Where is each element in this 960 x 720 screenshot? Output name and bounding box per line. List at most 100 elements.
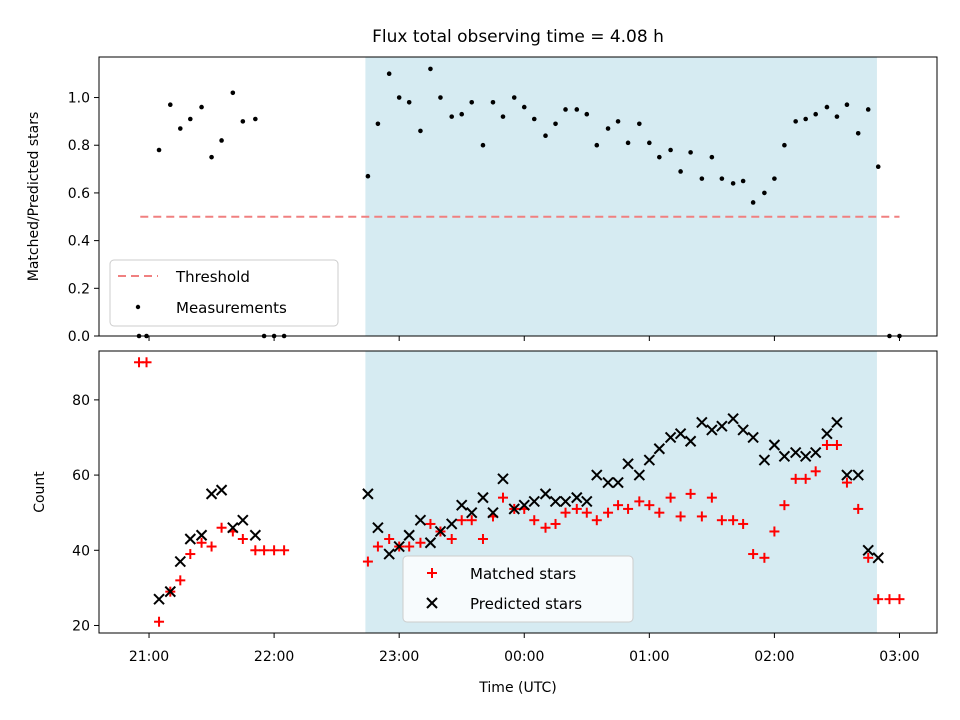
measurement-point <box>240 119 246 124</box>
predicted-star-point <box>456 499 468 511</box>
predicted-star-point <box>643 454 656 466</box>
measurement-point <box>253 116 258 122</box>
y-tick-label: 40 <box>72 543 90 559</box>
predicted-star-point <box>362 488 374 500</box>
count-x-ticks: 21:00 22:00 23:00 00:00 01:00 02:00 03:00 <box>129 633 920 665</box>
measurement-point <box>490 100 496 105</box>
matched-star-point <box>259 545 270 556</box>
measurement-point <box>167 102 173 107</box>
measurement-point <box>574 107 580 112</box>
predicted-star-point <box>778 450 791 462</box>
predicted-star-point <box>622 458 634 470</box>
predicted-star-point <box>393 540 405 553</box>
measurement-point <box>855 131 861 136</box>
predicted-star-point <box>612 476 624 489</box>
x-tick-label: 02:00 <box>754 649 794 665</box>
predicted-star-point <box>633 469 646 481</box>
ratio-legend-box <box>109 259 339 327</box>
matched-star-point <box>141 357 152 368</box>
matched-star-point <box>675 511 686 522</box>
matched-star-point <box>821 440 832 450</box>
matched-star-point <box>706 492 717 503</box>
matched-star-point <box>654 507 665 518</box>
predicted-star-point <box>862 544 874 556</box>
matched-star-point <box>456 515 467 526</box>
measurement-point <box>428 66 433 72</box>
predicted-star-point <box>237 514 249 526</box>
measurement-point <box>637 121 642 127</box>
count-legend: Matched stars Predicted stars <box>402 555 634 623</box>
matched-star-point <box>497 492 508 503</box>
predicted-star-point <box>789 446 802 459</box>
predicted-star-point <box>446 518 458 530</box>
count-y-ticks: 20 40 60 80 <box>72 393 99 634</box>
predicted-stars-points <box>153 412 884 605</box>
predicted-star-point <box>497 473 509 485</box>
matched-star-point <box>728 515 739 526</box>
ratio-y-ticks: 0.0 0.2 0.4 0.6 0.8 1.0 <box>68 91 99 345</box>
matched-star-point <box>841 477 852 488</box>
y-tick-label: 0.6 <box>68 186 90 202</box>
matched-star-point <box>613 500 624 511</box>
x-tick-label: 03:00 <box>879 649 919 665</box>
matched-star-point <box>446 534 457 544</box>
measurement-point <box>209 154 214 160</box>
y-tick-label: 1.0 <box>68 91 90 107</box>
measurement-point <box>605 126 611 131</box>
predicted-star-point <box>768 439 781 451</box>
matched-star-point <box>853 503 864 514</box>
ratio-x-ticks <box>148 336 900 341</box>
predicted-star-point <box>549 495 562 508</box>
predicted-star-point <box>674 428 687 440</box>
matched-star-point <box>571 503 582 514</box>
matched-star-point <box>810 466 821 477</box>
predicted-star-point <box>831 416 843 429</box>
legend-predicted-swatch <box>426 597 438 609</box>
chart-title: Flux total observing time = 4.08 h <box>372 27 664 47</box>
matched-star-point <box>716 515 727 526</box>
measurement-point <box>449 114 455 119</box>
matched-star-point <box>560 507 571 518</box>
matched-star-point <box>894 594 905 605</box>
measurement-point <box>668 147 673 153</box>
predicted-star-point <box>684 435 697 447</box>
ratio-panel: 0.0 0.2 0.4 0.6 0.8 1.0 Flux total observing … <box>26 27 938 345</box>
predicted-star-point <box>821 428 833 440</box>
matched-star-point <box>623 503 634 514</box>
matched-star-point <box>415 537 426 548</box>
legend-measurements-swatch <box>135 304 141 310</box>
measurement-point <box>469 100 475 105</box>
matched-star-point <box>216 522 227 533</box>
matched-star-point <box>196 537 207 548</box>
matched-star-point <box>685 488 696 499</box>
measurement-point <box>199 104 204 110</box>
measurement-point <box>730 181 736 186</box>
x-tick-label: 01:00 <box>629 649 669 665</box>
matched-star-point <box>779 500 790 511</box>
measurement-points <box>136 66 902 339</box>
legend-measurements-label: Measurements <box>176 299 287 317</box>
y-tick-label: 0.4 <box>68 234 90 250</box>
measurement-point <box>511 95 517 100</box>
measurement-point <box>647 140 652 146</box>
y-tick-label: 0.2 <box>68 281 90 297</box>
measurement-point <box>803 116 808 122</box>
predicted-star-point <box>403 529 415 541</box>
matched-star-point <box>873 594 884 605</box>
predicted-star-point <box>383 548 395 560</box>
y-tick-label: 0.8 <box>68 138 90 154</box>
measurement-point <box>156 147 162 153</box>
shade-rect <box>365 57 877 336</box>
matched-star-point <box>759 552 770 563</box>
predicted-star-point <box>227 522 239 534</box>
predicted-star-point <box>528 495 540 508</box>
predicted-star-point <box>205 488 218 500</box>
measurement-point <box>740 178 746 184</box>
matched-star-point <box>384 534 395 544</box>
predicted-star-point <box>696 416 708 429</box>
measurement-point <box>521 104 527 110</box>
predicted-star-point <box>727 412 739 425</box>
legend-matched-label: Matched stars <box>470 565 576 583</box>
predicted-star-point <box>184 533 197 545</box>
